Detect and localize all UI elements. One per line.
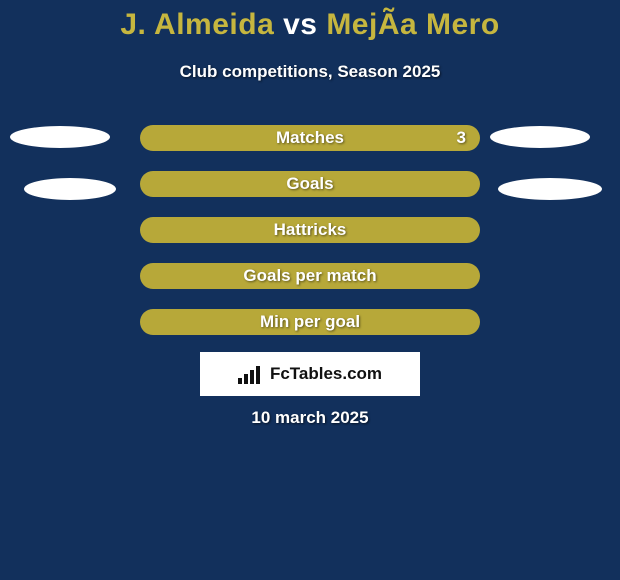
stat-label: Min per goal xyxy=(260,312,360,332)
right-ellipse-2 xyxy=(498,178,602,200)
stat-bar-matches: Matches 3 xyxy=(140,125,480,151)
bar-chart-icon xyxy=(238,364,260,384)
comparison-card: J. Almeida vs MejÃ­a Mero Club competiti… xyxy=(0,0,620,580)
left-ellipse-1 xyxy=(10,126,110,148)
date-line: 10 march 2025 xyxy=(0,408,620,428)
stat-bar-mpg: Min per goal xyxy=(140,309,480,335)
brand-text: FcTables.com xyxy=(270,364,382,384)
stat-bar-goals: Goals xyxy=(140,171,480,197)
stat-value-right: 3 xyxy=(457,128,466,148)
attribution-plaque: FcTables.com xyxy=(200,352,420,396)
stat-label: Matches xyxy=(276,128,344,148)
right-ellipse-1 xyxy=(490,126,590,148)
subtitle: Club competitions, Season 2025 xyxy=(0,62,620,82)
left-ellipse-2 xyxy=(24,178,116,200)
title: J. Almeida vs MejÃ­a Mero xyxy=(0,8,620,42)
stat-label: Hattricks xyxy=(274,220,347,240)
vs-separator: vs xyxy=(274,8,326,41)
stat-bar-hattricks: Hattricks xyxy=(140,217,480,243)
stat-label: Goals xyxy=(286,174,333,194)
stat-label: Goals per match xyxy=(243,266,376,286)
stat-bar-gpm: Goals per match xyxy=(140,263,480,289)
player2-name: MejÃ­a Mero xyxy=(326,8,499,41)
player1-name: J. Almeida xyxy=(120,8,274,41)
